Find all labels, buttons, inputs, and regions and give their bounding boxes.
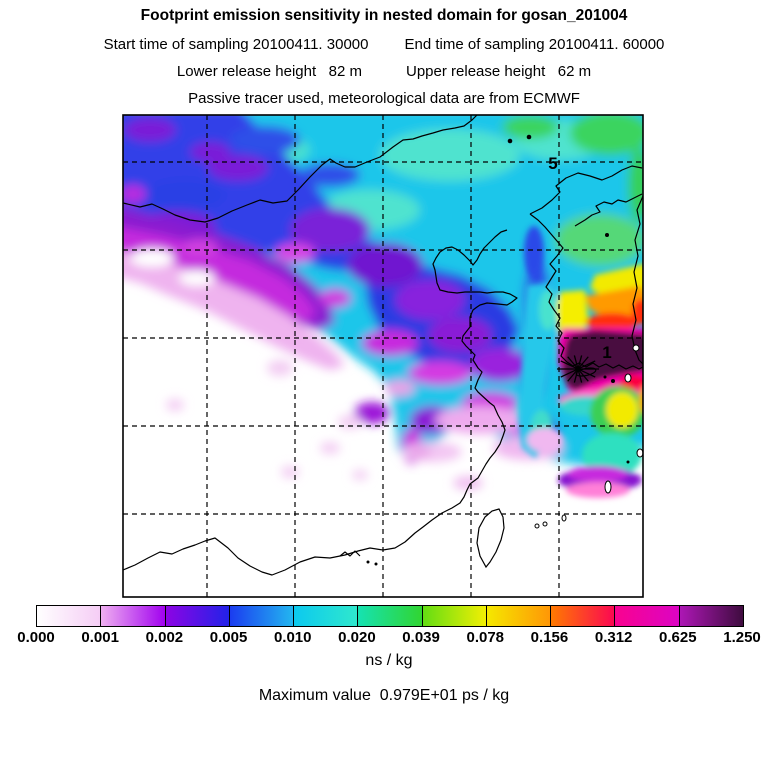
colorbar-tick-label: 0.010 <box>273 629 312 646</box>
tracer-info: Passive tracer used, meteorological data… <box>188 90 580 107</box>
colorbar <box>36 605 744 627</box>
colorbar-tick-label: 0.001 <box>81 629 119 646</box>
colorbar-tick-label: 0.312 <box>594 629 633 646</box>
start-time-label: Start time of sampling 20100411. 30000 <box>103 36 369 53</box>
svg-text:5: 5 <box>548 154 557 173</box>
colorbar-tick-label: 0.156 <box>530 629 569 646</box>
colorbar-segment-0.005 <box>228 606 294 626</box>
colorbar-tick-label: 1.250 <box>723 629 761 646</box>
svg-text:1: 1 <box>602 343 611 362</box>
page-title: Footprint emission sensitivity in nested… <box>140 7 628 24</box>
colorbar-segment-0.020 <box>357 606 422 626</box>
hotspot-field <box>518 226 643 498</box>
colorbar-segment-0.039 <box>421 606 486 626</box>
colorbar-segment-0.010 <box>293 606 358 626</box>
colorbar-segment-0.078 <box>485 606 551 626</box>
release-heights: Lower release height 82 m Upper release … <box>0 63 768 80</box>
colorbar-tick-label: 0.625 <box>659 629 697 646</box>
station-markers: 51 <box>548 154 612 383</box>
colorbar-segment-0.156 <box>550 606 615 626</box>
lat-lon-gridlines <box>123 115 643 597</box>
colorbar-tick-label: 0.002 <box>145 629 184 646</box>
colorbar-ticks: 0.000 0.001 0.002 0.005 0.010 0.020 0.039 0.078… <box>17 629 761 647</box>
lower-release-label: Lower release height 82 m <box>176 63 362 80</box>
map-border <box>122 114 644 598</box>
colorbar-units: ns / kg <box>365 652 413 669</box>
colorbar-tick-label: 0.020 <box>338 629 376 646</box>
colorbar-tick-label: 0.078 <box>466 629 505 646</box>
colorbar-tick-label: 0.000 <box>17 629 55 646</box>
end-time-label: End time of sampling 20100411. 60000 <box>404 36 665 53</box>
colorbar-segment-0.001 <box>100 606 165 626</box>
colorbar-segment-0.312 <box>614 606 679 626</box>
upper-release-label: Upper release height 62 m <box>406 63 592 80</box>
colorbar-segment-0.625 <box>678 606 743 626</box>
max-value-caption: Maximum value 0.979E+01 ps / kg <box>258 687 510 704</box>
sampling-times: Start time of sampling 20100411. 30000 E… <box>0 36 768 53</box>
coastlines <box>123 115 643 576</box>
colorbar-segment-0.000 <box>37 606 101 626</box>
colorbar-segment-0.002 <box>164 606 229 626</box>
colorbar-tick-label: 0.005 <box>209 629 248 646</box>
colorbar-tick-label: 0.039 <box>402 629 440 646</box>
